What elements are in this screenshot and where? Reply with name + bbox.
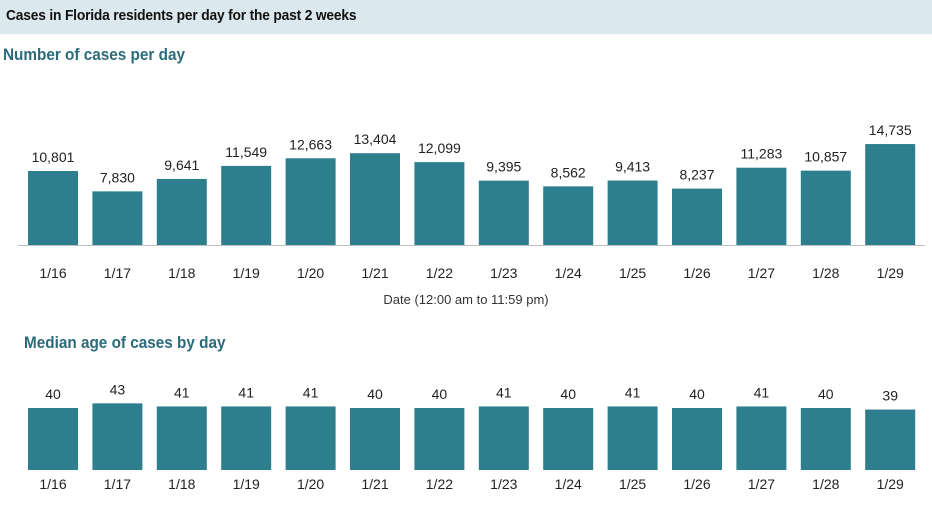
- page-title: Cases in Florida residents per day for t…: [6, 7, 357, 24]
- cases-bar-4: [285, 158, 336, 245]
- median-age-value-label-4: 41: [303, 384, 319, 400]
- cases-tick-label-11: 1/27: [748, 265, 775, 281]
- chart-median-age-title: Median age of cases by day: [24, 333, 226, 352]
- median-age-tick-label-8: 1/24: [555, 476, 582, 492]
- cases-tick-label-4: 1/20: [297, 265, 324, 281]
- median-age-tick-label-12: 1/28: [812, 476, 839, 492]
- cases-bar-3: [221, 165, 272, 245]
- cases-tick-label-1: 1/17: [104, 265, 131, 281]
- cases-value-label-12: 10,857: [804, 149, 847, 165]
- median-age-tick-label-5: 1/21: [361, 476, 388, 492]
- median-age-bar-12: [800, 408, 851, 470]
- median-age-bar-0: [28, 408, 78, 470]
- median-age-tick-label-7: 1/23: [490, 476, 517, 492]
- median-age-bar-10: [672, 408, 722, 470]
- median-age-bar-2: [156, 406, 207, 470]
- cases-bar-10: [672, 188, 722, 245]
- cases-value-label-13: 14,735: [869, 122, 912, 138]
- header-band: [0, 0, 932, 34]
- median-age-value-label-13: 39: [882, 388, 898, 404]
- median-age-value-label-5: 40: [367, 386, 383, 402]
- median-age-tick-label-13: 1/29: [877, 476, 904, 492]
- median-age-tick-label-11: 1/27: [748, 476, 775, 492]
- median-age-tick-label-10: 1/26: [683, 476, 710, 492]
- median-age-value-label-10: 40: [689, 386, 705, 402]
- cases-tick-label-13: 1/29: [877, 265, 904, 281]
- cases-value-label-5: 13,404: [354, 131, 397, 147]
- median-age-tick-label-4: 1/20: [297, 476, 324, 492]
- median-age-value-label-2: 41: [174, 384, 190, 400]
- cases-bar-11: [736, 167, 787, 245]
- median-age-bar-3: [221, 406, 272, 470]
- median-age-value-label-3: 41: [238, 384, 254, 400]
- cases-bar-0: [28, 171, 78, 245]
- median-age-tick-label-6: 1/22: [426, 476, 453, 492]
- median-age-value-label-0: 40: [45, 386, 61, 402]
- median-age-bar-11: [736, 406, 787, 470]
- cases-value-label-7: 9,395: [486, 159, 521, 175]
- median-age-bar-6: [414, 408, 465, 470]
- cases-bar-9: [607, 180, 658, 245]
- cases-value-label-11: 11,283: [741, 146, 783, 162]
- cases-bar-6: [414, 162, 465, 245]
- cases-value-label-3: 11,549: [225, 144, 267, 160]
- cases-value-label-2: 9,641: [164, 157, 199, 173]
- median-age-bar-9: [607, 406, 658, 470]
- cases-value-label-9: 9,413: [615, 159, 650, 175]
- cases-tick-label-8: 1/24: [555, 265, 582, 281]
- cases-tick-label-12: 1/28: [812, 265, 839, 281]
- cases-value-label-0: 10,801: [32, 149, 75, 165]
- median-age-value-label-7: 41: [496, 384, 512, 400]
- median-age-tick-label-3: 1/19: [233, 476, 260, 492]
- median-age-value-label-6: 40: [432, 386, 448, 402]
- cases-value-label-4: 12,663: [289, 136, 332, 152]
- median-age-value-label-8: 40: [560, 386, 576, 402]
- cases-tick-label-0: 1/16: [39, 265, 66, 281]
- cases-tick-label-5: 1/21: [361, 265, 388, 281]
- median-age-tick-label-9: 1/25: [619, 476, 646, 492]
- median-age-tick-label-1: 1/17: [104, 476, 131, 492]
- cases-tick-label-9: 1/25: [619, 265, 646, 281]
- cases-tick-label-6: 1/22: [426, 265, 453, 281]
- median-age-bar-5: [350, 408, 400, 470]
- median-age-bar-1: [92, 403, 143, 470]
- cases-bar-13: [865, 144, 916, 245]
- cases-tick-label-2: 1/18: [168, 265, 195, 281]
- chart-cases-xlabel: Date (12:00 am to 11:59 pm): [383, 292, 549, 307]
- cases-bar-5: [350, 153, 400, 245]
- median-age-value-label-11: 41: [754, 384, 770, 400]
- median-age-value-label-12: 40: [818, 386, 834, 402]
- cases-value-label-1: 7,830: [100, 169, 135, 185]
- median-age-tick-label-2: 1/18: [168, 476, 195, 492]
- cases-tick-label-7: 1/23: [490, 265, 517, 281]
- chart-cases-title: Number of cases per day: [3, 45, 185, 64]
- cases-value-label-6: 12,099: [418, 140, 461, 156]
- cases-bar-7: [478, 180, 529, 245]
- cases-bar-12: [800, 170, 851, 245]
- cases-bar-1: [92, 191, 143, 245]
- median-age-bar-7: [478, 406, 529, 470]
- median-age-value-label-9: 41: [625, 384, 641, 400]
- median-age-value-label-1: 43: [110, 381, 126, 397]
- cases-tick-label-10: 1/26: [683, 265, 710, 281]
- median-age-bar-8: [543, 408, 594, 470]
- cases-value-label-10: 8,237: [679, 167, 714, 183]
- cases-value-label-8: 8,562: [551, 164, 586, 180]
- cases-tick-label-3: 1/19: [233, 265, 260, 281]
- median-age-bar-13: [865, 409, 916, 470]
- median-age-tick-label-0: 1/16: [39, 476, 66, 492]
- median-age-bar-4: [285, 406, 336, 470]
- cases-bar-8: [543, 186, 594, 245]
- cases-bar-2: [156, 178, 207, 245]
